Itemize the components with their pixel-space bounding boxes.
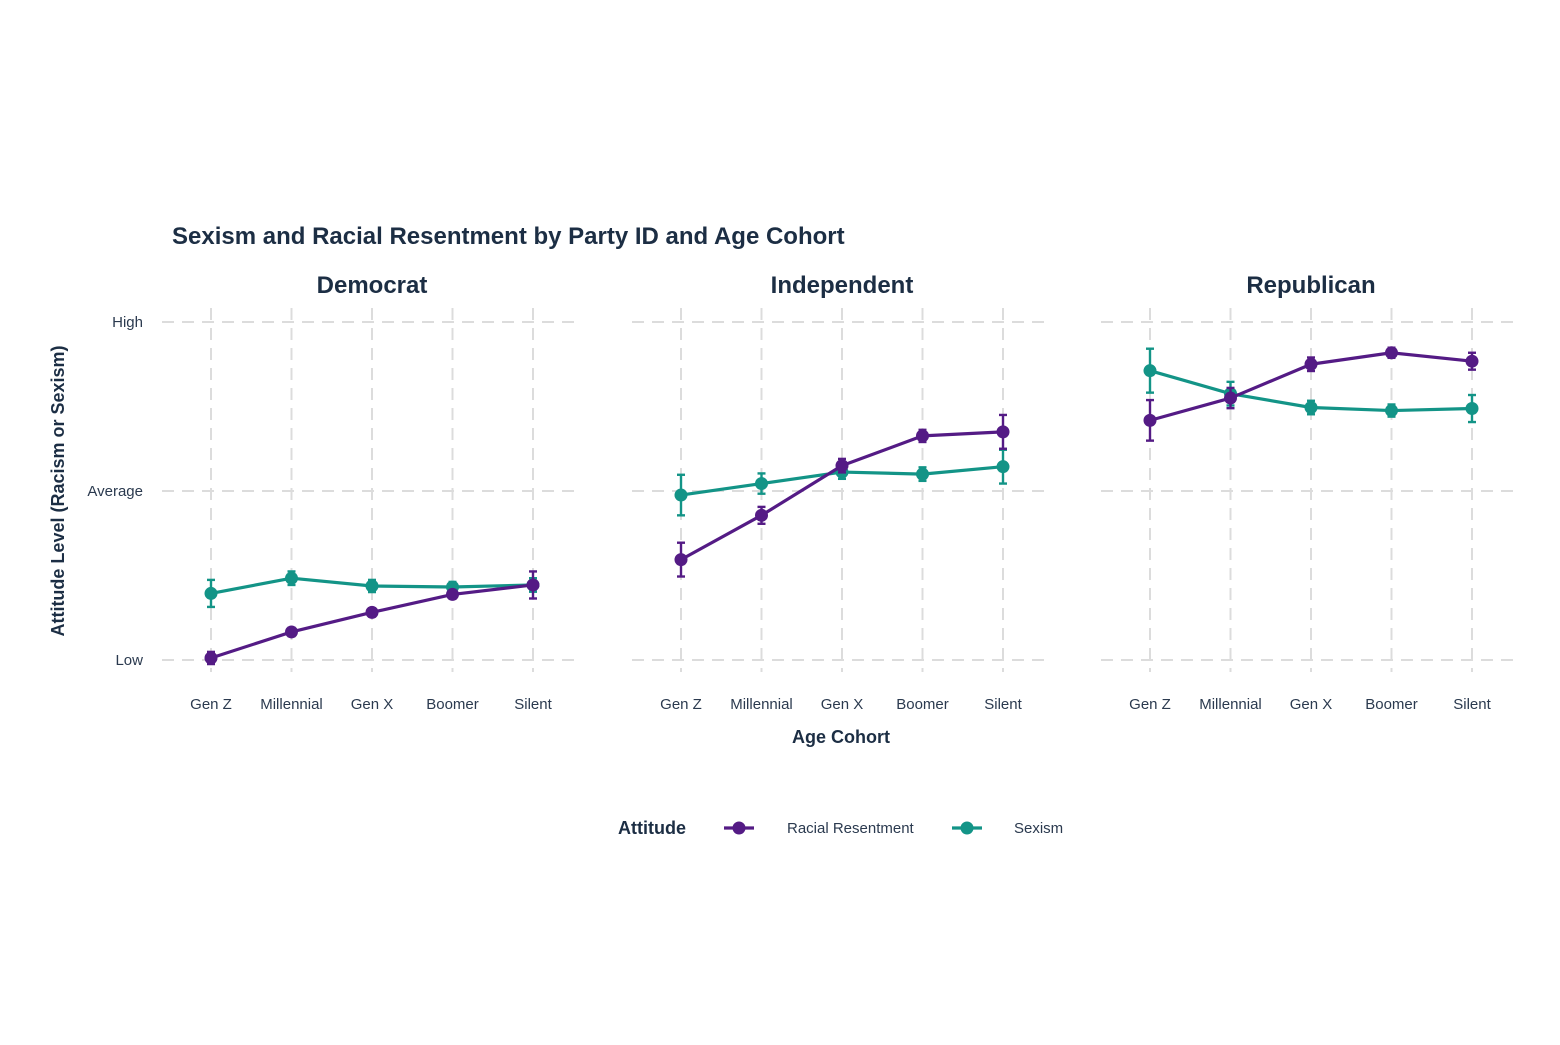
y-axis-label: Attitude Level (Racism or Sexism) [48, 345, 68, 636]
legend-title: Attitude [618, 818, 686, 838]
data-point-sexism [204, 586, 218, 600]
data-point-sexism [285, 571, 298, 585]
x-tick-label: Silent [984, 696, 1022, 713]
data-point-racial-resentment [1224, 391, 1237, 405]
x-tick-label: Gen X [821, 696, 864, 713]
data-point-sexism [674, 488, 688, 502]
x-tick-label: Gen Z [190, 696, 232, 713]
x-axis-label: Age Cohort [792, 727, 890, 747]
data-point-sexism [1465, 402, 1479, 416]
legend-label-racial-resentment: Racial Resentment [787, 820, 915, 837]
x-tick-label: Gen Z [1129, 696, 1171, 713]
data-point-racial-resentment [204, 651, 218, 665]
data-point-sexism [365, 579, 379, 593]
data-point-racial-resentment [1143, 413, 1157, 427]
y-tick-label: Average [87, 483, 143, 500]
panel-title-democrat: Democrat [317, 272, 428, 299]
data-point-racial-resentment [996, 425, 1010, 439]
data-point-racial-resentment [365, 605, 379, 619]
y-tick-label: Low [115, 652, 143, 669]
panel-title-independent: Independent [771, 272, 914, 299]
data-point-sexism [996, 460, 1010, 474]
x-tick-label: Gen X [1290, 696, 1333, 713]
data-point-racial-resentment [526, 578, 540, 592]
data-point-racial-resentment [835, 459, 849, 473]
data-point-racial-resentment [1465, 354, 1479, 368]
x-tick-label: Boomer [1365, 696, 1418, 713]
x-tick-label: Boomer [896, 696, 949, 713]
x-tick-label: Silent [1453, 696, 1491, 713]
y-tick-label: High [112, 314, 143, 331]
x-tick-label: Millennial [730, 696, 793, 713]
data-point-racial-resentment [1304, 357, 1318, 371]
legend-key-point-racial-resentment [732, 821, 746, 835]
x-tick-label: Millennial [260, 696, 323, 713]
x-tick-label: Boomer [426, 696, 479, 713]
x-tick-label: Millennial [1199, 696, 1262, 713]
data-point-sexism [1385, 404, 1398, 418]
data-point-racial-resentment [446, 587, 459, 601]
data-point-racial-resentment [916, 429, 929, 443]
x-tick-label: Silent [514, 696, 552, 713]
x-tick-label: Gen Z [660, 696, 702, 713]
data-point-sexism [755, 477, 768, 491]
data-point-racial-resentment [285, 625, 298, 639]
data-point-racial-resentment [1385, 346, 1398, 360]
legend-key-point-sexism [960, 821, 974, 835]
chart-title: Sexism and Racial Resentment by Party ID… [172, 223, 845, 250]
data-point-sexism [1143, 364, 1157, 378]
legend-label-sexism: Sexism [1014, 820, 1063, 837]
data-point-sexism [916, 467, 929, 481]
x-tick-label: Gen X [351, 696, 394, 713]
data-point-racial-resentment [674, 553, 688, 567]
data-point-sexism [1304, 401, 1318, 415]
panel-title-republican: Republican [1246, 272, 1375, 299]
data-point-racial-resentment [755, 508, 768, 522]
